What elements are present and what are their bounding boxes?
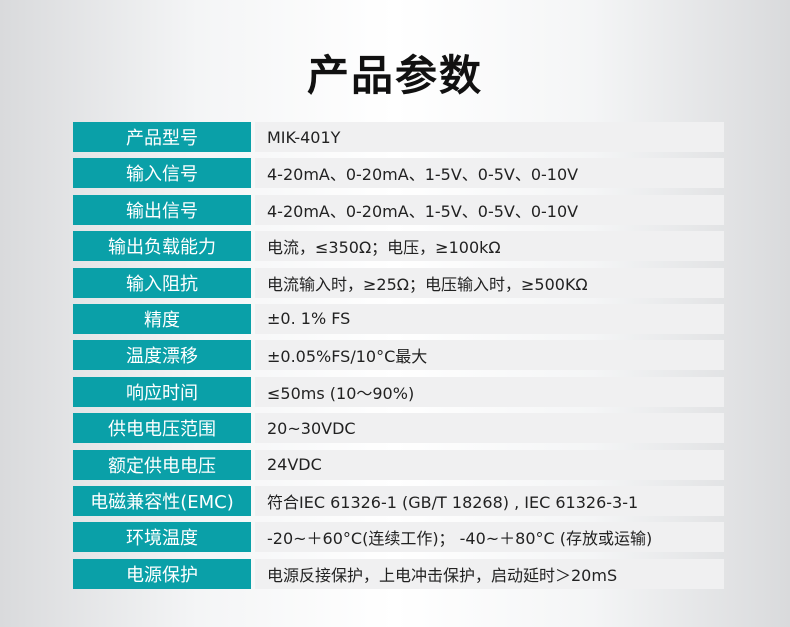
spec-label: 额定供电电压 — [73, 449, 251, 480]
spec-value: 电流输入时，≥25Ω；电压输入时，≥500KΩ — [255, 267, 724, 298]
spec-row: 输出信号 4-20mA、0-20mA、1-5V、0-5V、0-10V — [73, 194, 724, 225]
page-title: 产品参数 — [306, 51, 483, 100]
spec-value: 符合IEC 61326-1 (GB/T 18268) , IEC 61326-3… — [255, 485, 724, 516]
spec-row: 电源保护 电源反接保护，上电冲击保护，启动延时＞20mS — [73, 558, 724, 589]
spec-row: 输入阻抗 电流输入时，≥25Ω；电压输入时，≥500KΩ — [73, 267, 724, 298]
spec-value: 电流，≤350Ω；电压，≥100kΩ — [255, 231, 724, 262]
spec-value: 20~30VDC — [255, 413, 724, 444]
spec-label: 供电电压范围 — [73, 413, 251, 444]
spec-label: 精度 — [73, 303, 251, 334]
spec-row: 响应时间 ≤50ms (10～90%) — [73, 376, 724, 407]
spec-row: 产品型号 MIK-401Y — [73, 122, 724, 152]
spec-row: 供电电压范围 20~30VDC — [73, 413, 724, 444]
spec-label: 产品型号 — [73, 122, 251, 152]
spec-row: 环境温度 -20~＋60°C(连续工作)； -40~＋80°C (存放或运输) — [73, 522, 724, 553]
spec-row: 精度 ±0. 1% FS — [73, 303, 724, 334]
spec-value: ±0.05%FS/10°C最大 — [255, 340, 724, 371]
spec-label: 输入阻抗 — [73, 267, 251, 298]
spec-label: 输出负载能力 — [73, 231, 251, 262]
spec-row: 电磁兼容性(EMC) 符合IEC 61326-1 (GB/T 18268) , I… — [73, 485, 724, 516]
spec-label: 电磁兼容性(EMC) — [73, 485, 251, 516]
spec-label: 温度漂移 — [73, 340, 251, 371]
spec-label: 输入信号 — [73, 158, 251, 189]
spec-row: 输出负载能力 电流，≤350Ω；电压，≥100kΩ — [73, 231, 724, 262]
spec-row: 温度漂移 ±0.05%FS/10°C最大 — [73, 340, 724, 371]
spec-row: 额定供电电压 24VDC — [73, 449, 724, 480]
spec-value: ≤50ms (10～90%) — [255, 376, 724, 407]
spec-value: 4-20mA、0-20mA、1-5V、0-5V、0-10V — [255, 194, 724, 225]
spec-value: 24VDC — [255, 449, 724, 480]
spec-value: ±0. 1% FS — [255, 303, 724, 334]
spec-value: 4-20mA、0-20mA、1-5V、0-5V、0-10V — [255, 158, 724, 189]
spec-value: 电源反接保护，上电冲击保护，启动延时＞20mS — [255, 558, 724, 589]
spec-row: 输入信号 4-20mA、0-20mA、1-5V、0-5V、0-10V — [73, 158, 724, 189]
spec-label: 输出信号 — [73, 194, 251, 225]
spec-label: 响应时间 — [73, 376, 251, 407]
spec-value: MIK-401Y — [255, 122, 724, 152]
spec-value: -20~＋60°C(连续工作)； -40~＋80°C (存放或运输) — [255, 522, 724, 553]
spec-label: 环境温度 — [73, 522, 251, 553]
spec-table: 产品型号 MIK-401Y 输入信号 4-20mA、0-20mA、1-5V、0-5V、… — [73, 122, 724, 595]
spec-label: 电源保护 — [73, 558, 251, 589]
